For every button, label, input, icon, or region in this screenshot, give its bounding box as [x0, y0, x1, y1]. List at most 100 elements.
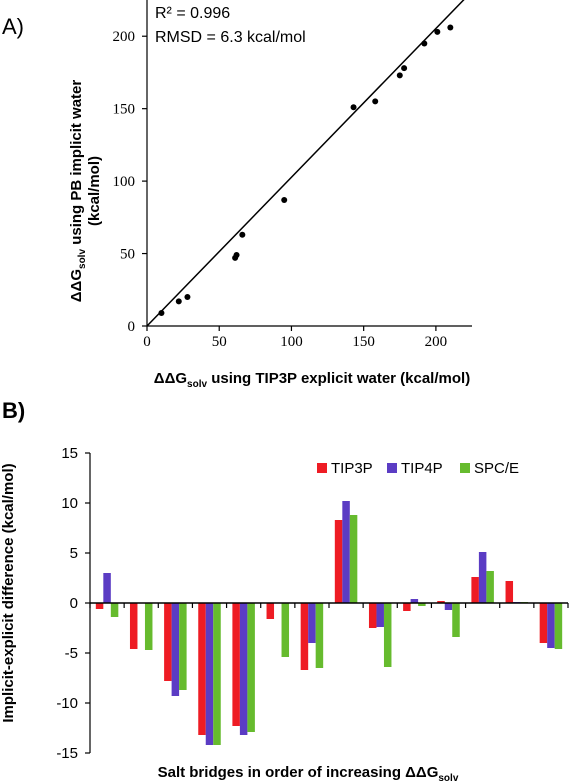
scatter-y-label-sub: solv [77, 249, 88, 269]
scatter-x-label: ΔΔGsolv using TIP3P explicit water (kcal… [154, 370, 470, 390]
bar-tip4p [410, 599, 419, 603]
bar-y-tick-label: 15 [61, 445, 78, 462]
bar-tip4p [478, 552, 487, 603]
bar-group [232, 603, 255, 735]
bar-y-tick-label: -5 [65, 645, 78, 662]
bar-tip4p [103, 573, 111, 603]
scatter-panel: A) R² = 0.996 RMSD = 6.3 kcal/mol 0 50 100… [2, 0, 472, 390]
bar-group [539, 603, 563, 649]
scatter-y-tick-label: 50 [120, 247, 135, 263]
scatter-point [233, 252, 240, 259]
bar-spce [144, 603, 153, 650]
bar-group [403, 599, 426, 611]
legend-label: TIP4P [401, 460, 443, 477]
scatter-y-tick-label: 0 [128, 319, 136, 335]
legend-item: TIP3P [317, 460, 373, 477]
panel-a-label: A) [2, 14, 24, 39]
bar-tip3p [368, 603, 377, 628]
legend-item: TIP4P [387, 460, 443, 477]
bar-tip3p [95, 603, 104, 609]
bar-tip4p [308, 603, 316, 643]
scatter-x-tick-label: 100 [280, 334, 303, 350]
r-squared-annotation: R² = 0.996 [155, 5, 230, 22]
bar-spce [486, 571, 494, 603]
bar-tip4p [547, 603, 555, 648]
scatter-x-tick-label: 150 [352, 334, 375, 350]
scatter-ticks: 0 50 100 150 200 0 50 100 150 200 [113, 29, 448, 350]
bar-spce [452, 603, 460, 637]
bar-tip4p [205, 603, 214, 745]
bar-group [334, 501, 358, 603]
bar-tip3p [300, 603, 309, 670]
scatter-point [396, 72, 403, 79]
bar-group [505, 581, 529, 603]
bar-spce [383, 603, 392, 667]
bar-spce [110, 603, 119, 617]
bar-y-label: Implicit-explicit difference (kcal/mol) [0, 463, 17, 722]
scatter-y-label: ΔΔGsolv using PB implicit water [68, 80, 88, 303]
legend-swatch [460, 463, 470, 473]
bar-group [300, 603, 324, 670]
bar-spce [281, 603, 290, 657]
scatter-point [239, 231, 246, 238]
bar-x-label-sub: solv [438, 773, 458, 782]
scatter-point [281, 196, 288, 203]
bar-group [471, 552, 494, 603]
bar-tip3p [266, 603, 275, 619]
bar-group [437, 601, 460, 637]
scatter-point [175, 298, 182, 305]
bar-tip4p [171, 603, 180, 696]
scatter-point [434, 28, 441, 35]
bar-y-tick-label: -10 [56, 695, 78, 712]
scatter-point [350, 104, 357, 111]
bar-group [368, 603, 392, 667]
bar-group [95, 573, 119, 617]
bar-spce [179, 603, 187, 690]
bar-spce [418, 603, 426, 606]
bar-group [266, 603, 290, 657]
bar-groups [95, 501, 563, 745]
legend-swatch [387, 463, 397, 473]
scatter-x-tick-label: 50 [212, 334, 227, 350]
legend-swatch [317, 463, 327, 473]
bar-tip3p [129, 603, 138, 649]
bar-tip3p [471, 577, 479, 603]
bar-x-label: Salt bridges in order of increasing ΔΔGs… [158, 764, 459, 782]
bar-tip3p [198, 603, 206, 735]
bar-y-tick-label: 0 [70, 595, 78, 612]
bar-tip3p [164, 603, 172, 681]
bar-spce [213, 603, 221, 745]
bar-tip4p [342, 501, 350, 603]
bar-tip3p [232, 603, 240, 726]
bar-group [129, 603, 153, 650]
legend-label: TIP3P [331, 460, 373, 477]
legend-item: SPC/E [460, 460, 519, 477]
scatter-x-label-pre: ΔΔG [154, 370, 187, 387]
bar-ticks: -15 -10 -5 0 5 10 15 [56, 445, 569, 762]
scatter-point [401, 65, 408, 72]
scatter-y-tick-label: 150 [113, 102, 136, 118]
bar-spce [247, 603, 255, 732]
bar-spce [349, 515, 358, 603]
scatter-points [158, 24, 454, 316]
scatter-y-label-pre: ΔΔG [68, 269, 85, 302]
scatter-y-tick-label: 200 [113, 29, 136, 45]
bar-tip3p [539, 603, 548, 643]
scatter-point [184, 294, 191, 301]
scatter-y-label-line2: (kcal/mol) [86, 156, 103, 226]
bar-tip3p [403, 603, 411, 611]
panel-b-label: B) [2, 398, 25, 423]
scatter-x-label-post: using TIP3P explicit water (kcal/mol) [207, 370, 470, 387]
scatter-y-tick-label: 100 [113, 174, 136, 190]
scatter-x-tick-label: 0 [143, 334, 151, 350]
bar-tip4p [376, 603, 384, 627]
bar-group [198, 603, 221, 745]
bar-y-tick-label: -15 [56, 745, 78, 762]
fit-line [146, 0, 465, 327]
scatter-point [158, 309, 165, 316]
bar-tip4p [444, 603, 453, 610]
bar-spce [554, 603, 563, 649]
bar-group [164, 603, 187, 696]
legend: TIP3P TIP4P SPC/E [317, 460, 519, 477]
